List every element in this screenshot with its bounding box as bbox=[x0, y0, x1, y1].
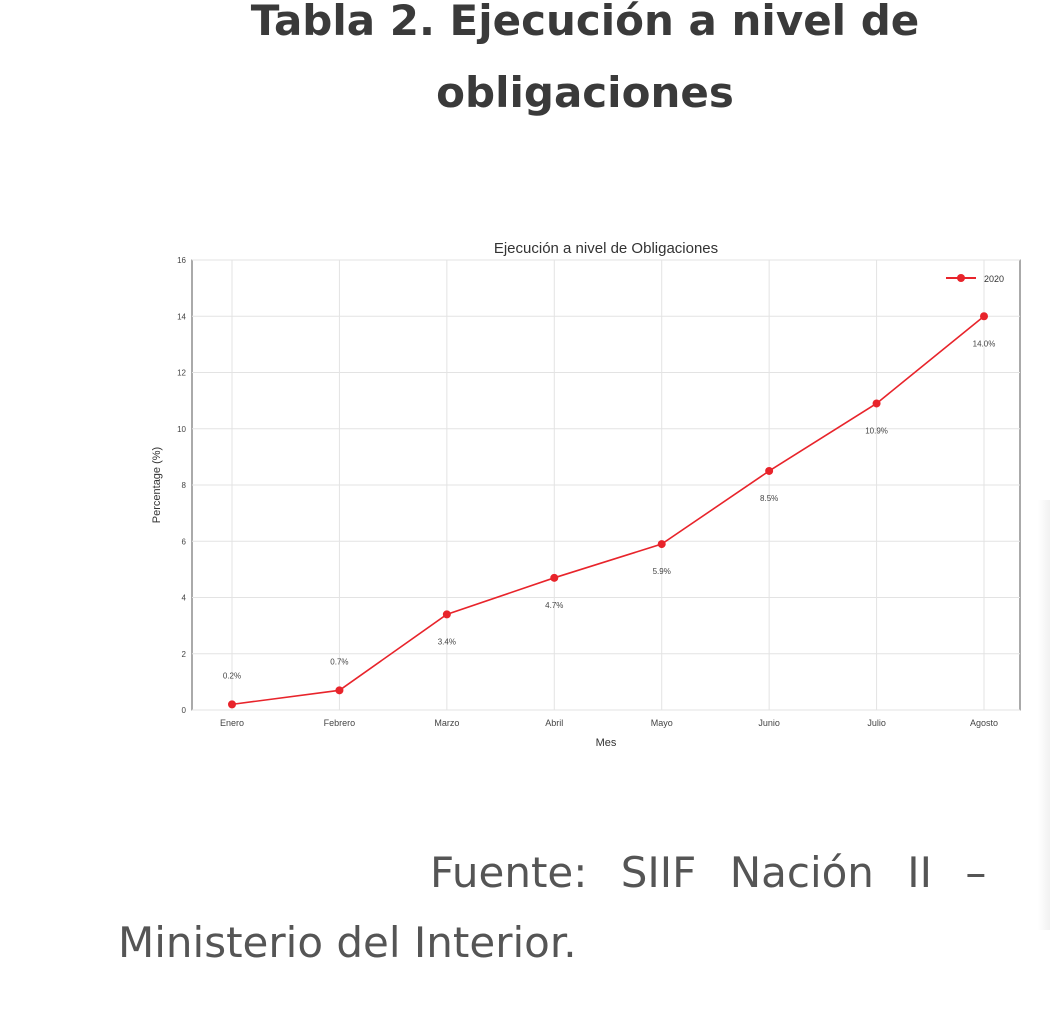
x-tick-label: Enero bbox=[220, 718, 244, 728]
legend-label: 2020 bbox=[984, 274, 1004, 284]
x-tick-label: Junio bbox=[758, 718, 780, 728]
data-point bbox=[657, 540, 666, 549]
y-tick-label: 2 bbox=[182, 650, 187, 659]
legend-marker bbox=[957, 274, 965, 282]
line-chart: 0.2% 0.7% 3.4% 4.7% 5.9% 8.5% 10.9% 14.0% 0 2 4 6 8… bbox=[151, 240, 1021, 749]
x-tick-label: Agosto bbox=[970, 718, 998, 728]
data-point bbox=[228, 700, 236, 709]
data-label: 5.9% bbox=[653, 567, 671, 576]
heading-line-2: obligaciones bbox=[436, 68, 734, 117]
data-label: 10.9% bbox=[865, 426, 888, 435]
y-tick-label: 16 bbox=[177, 256, 186, 265]
y-tick-label: 6 bbox=[182, 537, 187, 546]
data-point bbox=[335, 686, 344, 695]
heading-line-1: Tabla 2. Ejecución a nivel de bbox=[250, 0, 920, 45]
data-point bbox=[550, 573, 559, 582]
data-label: 3.4% bbox=[438, 637, 456, 646]
source-line-2: Ministerio del Interior. bbox=[118, 918, 577, 967]
scroll-edge bbox=[1038, 500, 1050, 930]
y-tick-label: 8 bbox=[182, 481, 187, 490]
y-tick-label: 0 bbox=[182, 706, 187, 715]
grid bbox=[192, 259, 1020, 711]
data-label: 0.7% bbox=[330, 657, 348, 666]
source-line-1: Fuente: SIIF Nación II – bbox=[430, 848, 987, 897]
x-tick-label: Mayo bbox=[651, 718, 673, 728]
data-point bbox=[442, 610, 451, 619]
data-label: 8.5% bbox=[760, 494, 778, 503]
legend: 2020 bbox=[946, 274, 1004, 284]
data-point bbox=[765, 466, 774, 475]
x-tick-label: Abril bbox=[545, 718, 563, 728]
data-label: 0.2% bbox=[223, 671, 241, 680]
data-label: 14.0% bbox=[973, 339, 996, 348]
series-layer: 0.2% 0.7% 3.4% 4.7% 5.9% 8.5% 10.9% 14.0% bbox=[223, 312, 996, 709]
y-tick-label: 12 bbox=[177, 369, 186, 378]
y-tick-label: 10 bbox=[177, 425, 186, 434]
y-axis-label: Percentage (%) bbox=[151, 447, 163, 523]
data-point bbox=[980, 312, 988, 321]
x-tick-label: Marzo bbox=[434, 718, 459, 728]
chart-title: Ejecución a nivel de Obligaciones bbox=[494, 240, 718, 257]
y-tick-label: 4 bbox=[182, 594, 187, 603]
x-axis-label: Mes bbox=[596, 737, 617, 749]
y-tick-label: 14 bbox=[177, 312, 186, 321]
x-tick-label: Febrero bbox=[324, 718, 356, 728]
series-line bbox=[231, 315, 985, 706]
tick-labels: 0 2 4 6 8 10 12 14 16 Enero Febrero Marzo Abril Mayo J… bbox=[177, 256, 998, 728]
data-point bbox=[872, 399, 881, 408]
data-label: 4.7% bbox=[545, 601, 563, 610]
x-tick-label: Julio bbox=[867, 718, 886, 728]
